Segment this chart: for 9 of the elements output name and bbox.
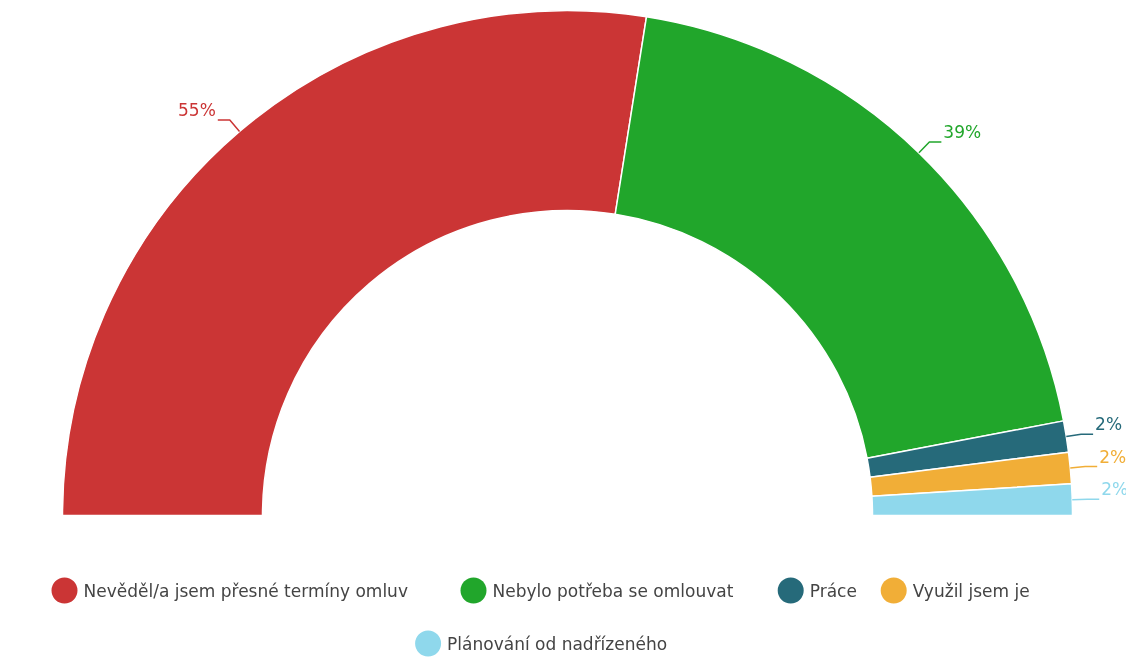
legend-label: Využil jsem je xyxy=(912,580,1030,601)
legend-label: Plánování od nadřízeného xyxy=(447,633,668,654)
data-label: 2% xyxy=(1095,414,1123,435)
legend-label: Práce xyxy=(809,580,857,601)
data-label: 55% xyxy=(178,100,216,121)
data-label: 2% xyxy=(1099,446,1126,467)
legend-label: Nebylo potřeba se omlouvat xyxy=(492,580,734,601)
legend-label: Nevěděl/a jsem přesné termíny omluv xyxy=(83,580,408,601)
data-label: 39% xyxy=(943,122,982,143)
